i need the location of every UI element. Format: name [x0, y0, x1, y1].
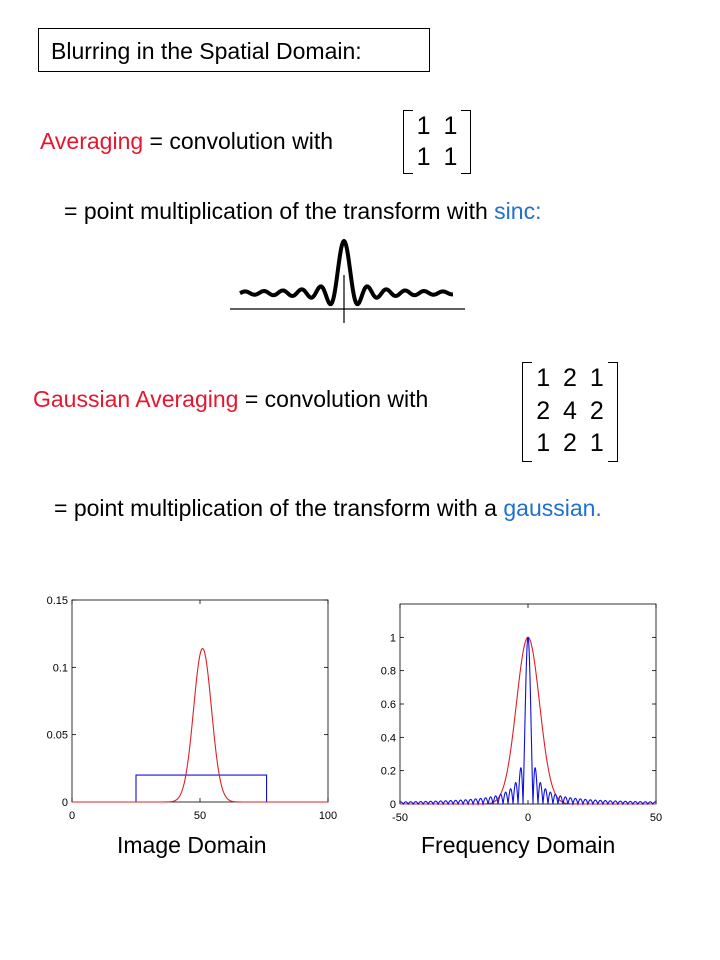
y-tick-label: 0.15 — [47, 595, 68, 607]
averaging-term: Averaging — [40, 128, 144, 154]
averaging-matrix: 1 1 1 1 — [403, 110, 471, 174]
gaussian-rest: = convolution with — [238, 386, 429, 412]
image-domain-plot: 0 0.05 0.1 0.15 0 50 100 — [47, 595, 338, 822]
slide-title: Blurring in the Spatial Domain: — [51, 38, 362, 64]
matrix-left-bracket — [403, 110, 413, 174]
frequency-domain-plot: 00.20.40.60.81-50 0 50 — [381, 603, 662, 824]
x-tick-label: 50 — [194, 810, 206, 822]
matrix-row: 1 1 — [416, 143, 458, 171]
x-tick-label: 50 — [650, 812, 662, 824]
matrix-row: 2 4 2 — [536, 397, 604, 425]
y-tick-label: 1 — [390, 632, 396, 644]
x-tick-label: -50 — [392, 812, 408, 824]
gauss-transform-line: = point multiplication of the transform … — [54, 495, 602, 522]
x-tick-label: 0 — [525, 812, 531, 824]
averaging-rest: = convolution with — [143, 128, 334, 154]
gaussian-line: Gaussian Averaging = convolution with — [33, 386, 428, 413]
plot-series-line — [72, 647, 328, 803]
plot-series-line — [400, 636, 656, 805]
y-tick-label: 0.8 — [381, 666, 396, 678]
sinc-line-text: = point multiplication of the transform … — [64, 198, 495, 224]
gaussian-term: Gaussian Averaging — [33, 386, 239, 412]
frequency-domain-caption: Frequency Domain — [421, 832, 616, 858]
matrix-right-bracket — [461, 110, 471, 174]
matrix-right-bracket — [608, 362, 618, 462]
y-tick-label: 0.1 — [53, 662, 68, 674]
plot-series-line — [72, 774, 328, 803]
title-box: Blurring in the Spatial Domain: — [38, 28, 430, 72]
y-tick-label: 0.2 — [381, 766, 396, 778]
matrix-left-bracket — [522, 362, 532, 462]
x-tick-label: 100 — [319, 810, 337, 822]
y-tick-label: 0.6 — [381, 699, 396, 711]
y-tick-label: 0.05 — [47, 730, 68, 742]
sinc-sketch — [230, 239, 465, 323]
gauss-line-text: = point multiplication of the transform … — [54, 495, 504, 521]
sinc-line: = point multiplication of the transform … — [64, 198, 541, 225]
gaussian-word: gaussian. — [503, 495, 602, 521]
matrix-row: 1 2 1 — [536, 364, 604, 392]
image-domain-caption: Image Domain — [117, 832, 267, 858]
x-tick-label: 0 — [69, 810, 75, 822]
y-tick-label: 0 — [390, 799, 396, 811]
gaussian-matrix: 1 2 1 2 4 2 1 2 1 — [522, 362, 618, 462]
sinc-curve — [239, 239, 454, 307]
matrix-row: 1 1 — [416, 112, 458, 140]
plot-series-line — [399, 636, 657, 807]
y-tick-label: 0.4 — [381, 732, 396, 744]
averaging-line: Averaging = convolution with — [40, 128, 333, 155]
plot-frame — [71, 599, 329, 803]
y-tick-label: 0 — [62, 797, 68, 809]
matrix-row: 1 2 1 — [536, 429, 604, 457]
sinc-word: sinc: — [494, 198, 542, 224]
plot-frame — [399, 603, 657, 805]
